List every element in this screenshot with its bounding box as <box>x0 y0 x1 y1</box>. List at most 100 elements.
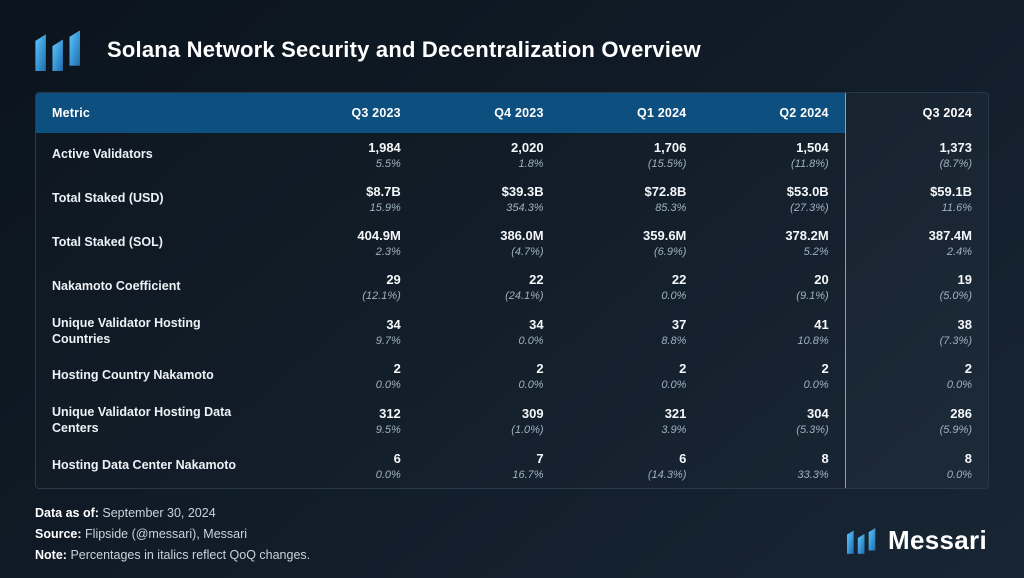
qoq-change: (24.1%) <box>505 290 544 302</box>
table-cell: 312 9.5% <box>274 398 417 443</box>
qoq-change: (5.0%) <box>939 290 972 302</box>
metric-name: Active Validators <box>52 147 153 162</box>
metrics-table: Metric Q3 2023 Q4 2023 Q1 2024 Q2 2024 Q… <box>35 92 989 489</box>
table-cell: 22 0.0% <box>560 265 703 309</box>
metric-value: 20 <box>814 272 829 287</box>
messari-logo-icon <box>847 527 877 554</box>
metric-value: 38 <box>957 316 972 332</box>
metric-value: 2 <box>964 361 972 377</box>
table-cell: 321 3.9% <box>560 398 703 443</box>
table-cell: 20 (9.1%) <box>702 265 845 309</box>
qoq-change: 354.3% <box>506 202 544 214</box>
table-cell: 8 33.3% <box>702 444 845 488</box>
data-as-of-label: Data as of: <box>35 505 99 520</box>
source-label: Source: <box>35 526 82 541</box>
metric-value: $8.7B <box>366 184 401 199</box>
title-bar: Solana Network Security and Decentraliza… <box>35 26 989 74</box>
table-cell: 1,706 (15.5%) <box>560 133 703 177</box>
qoq-change: 10.8% <box>797 334 829 347</box>
qoq-change: 85.3% <box>655 202 687 214</box>
metric-name: Unique Validator Hosting Data Centers <box>52 405 232 435</box>
qoq-change: (15.5%) <box>647 158 687 170</box>
qoq-change: 16.7% <box>512 468 544 481</box>
qoq-change: 15.9% <box>369 202 401 214</box>
table-row: Total Staked (SOL) 404.9M 2.3% 386.0M (4… <box>36 221 988 265</box>
metric-value: 6 <box>679 450 687 466</box>
metric-value: 22 <box>529 272 544 287</box>
qoq-change: 0.0% <box>518 379 544 392</box>
column-header-q3-2024: Q3 2024 <box>844 93 988 133</box>
table-cell: 2 0.0% <box>702 354 845 398</box>
table-cell: 1,373 (8.7%) <box>844 133 988 177</box>
metric-value: 2 <box>679 361 687 377</box>
table-cell: 387.4M 2.4% <box>844 221 988 265</box>
qoq-change: (4.7%) <box>511 246 544 258</box>
qoq-change: 0.0% <box>375 468 401 481</box>
messari-logo-icon <box>35 29 83 71</box>
table-cell: $8.7B 15.9% <box>274 177 417 221</box>
qoq-change: (6.9%) <box>653 246 687 258</box>
footer-notes: Data as of: September 30, 2024 Source: F… <box>35 503 989 567</box>
metric-value: 2 <box>821 361 829 377</box>
metric-value: 19 <box>957 272 972 287</box>
table-cell: 309 (1.0%) <box>417 398 560 443</box>
column-header-q1-2024: Q1 2024 <box>559 93 703 133</box>
table-cell: 1,984 5.5% <box>274 133 417 177</box>
brand-name: Messari <box>888 525 987 555</box>
metric-value: 321 <box>664 405 687 421</box>
metric-value: 34 <box>386 316 401 332</box>
qoq-change: 0.0% <box>946 468 972 481</box>
messari-wordmark: Messari <box>847 525 987 556</box>
metric-value: $53.0B <box>786 184 829 199</box>
table-cell: 6 (14.3%) <box>560 444 703 488</box>
table-cell: $53.0B (27.3%) <box>702 177 845 221</box>
table-row: Hosting Country Nakamoto 2 0.0% 2 0.0% 2… <box>36 354 988 399</box>
metric-value: 378.2M <box>785 228 829 243</box>
qoq-change: (7.3%) <box>939 334 972 347</box>
qoq-change: (1.0%) <box>511 423 544 436</box>
column-header-q2-2024: Q2 2024 <box>702 93 846 133</box>
table-cell: 1,504 (11.8%) <box>702 133 845 177</box>
table-row: Unique Validator Hosting Countries 34 9.… <box>36 309 988 355</box>
qoq-change: (11.8%) <box>790 158 829 170</box>
table-cell: 22 (24.1%) <box>417 265 560 309</box>
table-cell: 2 0.0% <box>417 354 560 398</box>
metric-value: 37 <box>671 316 687 332</box>
table-cell: 37 8.8% <box>560 309 703 354</box>
metric-value: 286 <box>950 405 972 421</box>
qoq-change: 8.8% <box>661 334 687 347</box>
table-cell: 19 (5.0%) <box>844 265 988 309</box>
qoq-change: (5.9%) <box>939 423 972 436</box>
qoq-change: (14.3%) <box>647 468 687 481</box>
source-line: Source: Flipside (@messari), Messari <box>35 524 989 545</box>
table-row: Unique Validator Hosting Data Centers 31… <box>36 398 988 444</box>
table-cell: 34 0.0% <box>417 309 560 354</box>
metric-value: 1,373 <box>939 140 972 155</box>
metric-name: Hosting Country Nakamoto <box>52 368 214 383</box>
metric-value: $59.1B <box>930 184 972 199</box>
metric-name: Unique Validator Hosting Countries <box>52 316 201 346</box>
qoq-change: 2.3% <box>375 246 401 258</box>
metric-value: 404.9M <box>357 228 401 243</box>
metric-value: 8 <box>964 450 972 466</box>
qoq-change: 5.2% <box>803 246 829 258</box>
qoq-change: 0.0% <box>375 379 401 392</box>
note-label: Note: <box>35 548 67 562</box>
data-as-of-line: Data as of: September 30, 2024 <box>35 503 989 524</box>
table-cell: 386.0M (4.7%) <box>417 221 560 265</box>
qoq-change: 11.6% <box>941 202 972 214</box>
table-row: Nakamoto Coefficient 29 (12.1%) 22 (24.1… <box>36 265 988 309</box>
metric-value: 2 <box>536 361 544 377</box>
metric-value: 359.6M <box>643 228 687 243</box>
table-cell: 38 (7.3%) <box>844 309 988 355</box>
metric-value: 309 <box>521 405 544 421</box>
qoq-change: (5.3%) <box>796 423 829 436</box>
table-cell: 2 0.0% <box>274 354 417 398</box>
metric-value: 7 <box>536 450 544 466</box>
metric-value: 6 <box>393 450 401 466</box>
table-cell: 359.6M (6.9%) <box>560 221 703 265</box>
metric-value: 312 <box>379 405 401 421</box>
metric-value: 22 <box>671 272 687 287</box>
metric-value: 1,504 <box>796 140 829 155</box>
